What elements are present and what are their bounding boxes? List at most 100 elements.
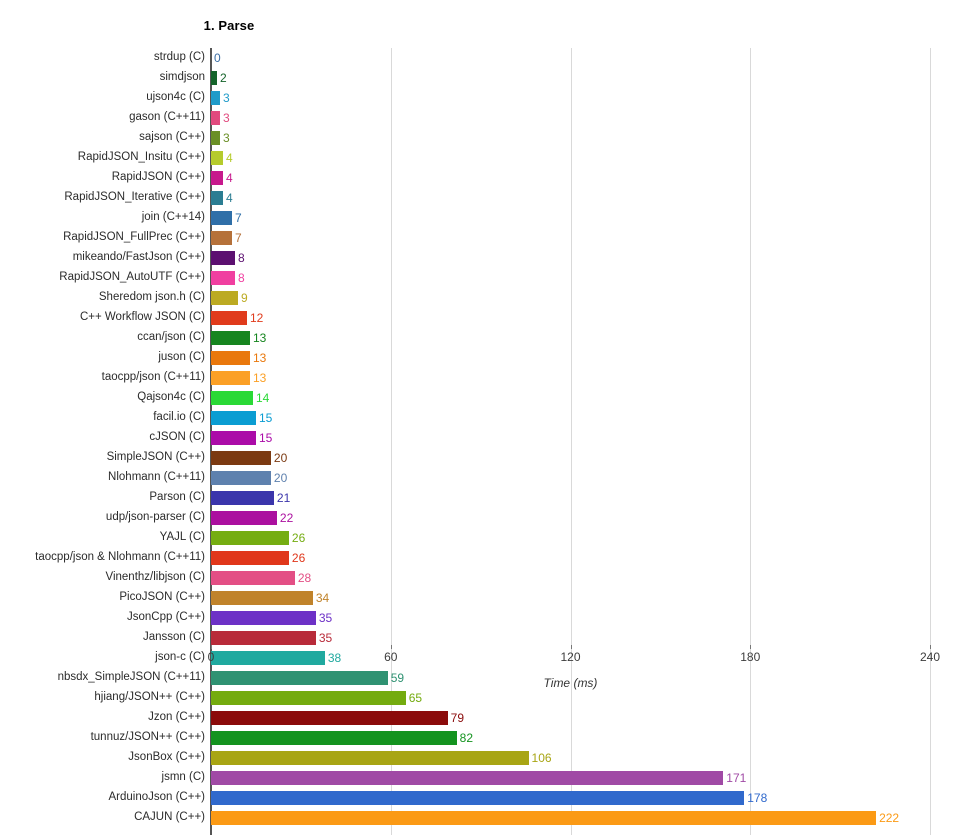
bar-row[interactable]: join (C++14) 7 [0, 208, 954, 228]
bar-row[interactable]: CAJUN (C++) 222 [0, 808, 954, 828]
bar-row[interactable]: ujson4c (C) 3 [0, 88, 954, 108]
bar[interactable] [211, 751, 529, 765]
bar-row[interactable]: ccan/json (C) 13 [0, 328, 954, 348]
bar-row[interactable]: ArduinoJson (C++) 178 [0, 788, 954, 808]
bar-row[interactable]: Vinenthz/libjson (C) 28 [0, 568, 954, 588]
bar[interactable] [211, 571, 295, 585]
category-label: C++ Workflow JSON (C) [79, 311, 205, 323]
category-label: RapidJSON (C++) [111, 171, 205, 183]
bar[interactable] [211, 691, 406, 705]
x-tick-mark [390, 645, 392, 649]
bar[interactable] [211, 531, 289, 545]
bar-row[interactable]: nbsdx_SimpleJSON (C++11) 59 [0, 668, 954, 688]
category-label: Sheredom json.h (C) [98, 291, 205, 303]
bar[interactable] [211, 171, 223, 185]
bar-row[interactable]: Jzon (C++) 79 [0, 708, 954, 728]
bar-value-label: 22 [279, 511, 294, 525]
bar-row[interactable]: gason (C++11) 3 [0, 108, 954, 128]
bar[interactable] [211, 251, 235, 265]
bar-row[interactable]: Jansson (C) 35 [0, 628, 954, 648]
bar[interactable] [211, 491, 274, 505]
category-label: sajson (C++) [139, 131, 205, 143]
bar[interactable] [211, 791, 745, 805]
bar[interactable] [211, 551, 289, 565]
bar-value-label: 35 [318, 631, 333, 645]
bar-row[interactable]: taocpp/json & Nlohmann (C++11) 26 [0, 548, 954, 568]
bar-value-label: 13 [252, 331, 267, 345]
category-label: RapidJSON_FullPrec (C++) [63, 231, 205, 243]
bar-value-label: 82 [459, 731, 474, 745]
bar-row[interactable]: SimpleJSON (C++) 20 [0, 448, 954, 468]
bar[interactable] [211, 91, 220, 105]
bar[interactable] [211, 391, 253, 405]
bar-row[interactable]: udp/json-parser (C) 22 [0, 508, 954, 528]
bar-row[interactable]: strdup (C) 0 [0, 48, 954, 68]
bar-row[interactable]: Qajson4c (C) 14 [0, 388, 954, 408]
bar-row[interactable]: mikeando/FastJson (C++) 8 [0, 248, 954, 268]
bar[interactable] [211, 811, 877, 825]
bar-row[interactable]: JsonCpp (C++) 35 [0, 608, 954, 628]
bar[interactable] [211, 191, 223, 205]
bar-row[interactable]: RapidJSON_Iterative (C++) 4 [0, 188, 954, 208]
bar-row[interactable]: jsmn (C) 171 [0, 768, 954, 788]
bar[interactable] [211, 71, 217, 85]
bar[interactable] [211, 511, 277, 525]
bar-row[interactable]: hjiang/JSON++ (C++) 65 [0, 688, 954, 708]
bar[interactable] [211, 351, 250, 365]
bar[interactable] [211, 471, 271, 485]
category-label: JsonCpp (C++) [127, 611, 205, 623]
bar-row[interactable]: RapidJSON_Insitu (C++) 4 [0, 148, 954, 168]
bar[interactable] [211, 611, 316, 625]
bar[interactable] [211, 631, 316, 645]
category-label: tunnuz/JSON++ (C++) [90, 731, 205, 743]
bar[interactable] [211, 711, 448, 725]
bar[interactable] [211, 431, 256, 445]
bar-row[interactable]: json-c (C) 38 [0, 648, 954, 668]
bar[interactable] [211, 151, 223, 165]
bar[interactable] [211, 771, 724, 785]
bar-row[interactable]: C++ Workflow JSON (C) 12 [0, 308, 954, 328]
bar-value-label: 4 [225, 151, 233, 165]
bar-row[interactable]: PicoJSON (C++) 34 [0, 588, 954, 608]
bar-row[interactable]: cJSON (C) 15 [0, 428, 954, 448]
bar[interactable] [211, 271, 235, 285]
bar-row[interactable]: RapidJSON (C++) 4 [0, 168, 954, 188]
bar[interactable] [211, 311, 247, 325]
category-label: JsonBox (C++) [128, 751, 205, 763]
category-label: strdup (C) [153, 51, 205, 63]
bar-row[interactable]: facil.io (C) 15 [0, 408, 954, 428]
bar[interactable] [211, 371, 250, 385]
category-label: hjiang/JSON++ (C++) [94, 691, 205, 703]
bar-value-label: 12 [249, 311, 264, 325]
bar[interactable] [211, 651, 325, 665]
bar-row[interactable]: taocpp/json (C++11) 13 [0, 368, 954, 388]
bar[interactable] [211, 231, 232, 245]
bar-row[interactable]: juson (C) 13 [0, 348, 954, 368]
bar-row[interactable]: simdjson 2 [0, 68, 954, 88]
bar[interactable] [211, 131, 220, 145]
bar-row[interactable]: Nlohmann (C++11) 20 [0, 468, 954, 488]
x-tick-mark [750, 645, 752, 649]
bar-row[interactable]: tunnuz/JSON++ (C++) 82 [0, 728, 954, 748]
bar-row[interactable]: Parson (C) 21 [0, 488, 954, 508]
bar[interactable] [211, 211, 232, 225]
bar-value-label: 26 [291, 531, 306, 545]
bar-value-label: 7 [234, 231, 242, 245]
bar-value-label: 0 [214, 51, 221, 65]
bar[interactable] [211, 411, 256, 425]
bar[interactable] [211, 331, 250, 345]
bar[interactable] [211, 451, 271, 465]
bar-row[interactable]: RapidJSON_AutoUTF (C++) 8 [0, 268, 954, 288]
bar[interactable] [211, 731, 457, 745]
bar-row[interactable]: YAJL (C) 26 [0, 528, 954, 548]
bar[interactable] [211, 591, 313, 605]
bar-row[interactable]: RapidJSON_FullPrec (C++) 7 [0, 228, 954, 248]
bar[interactable] [211, 111, 220, 125]
bar-row[interactable]: sajson (C++) 3 [0, 128, 954, 148]
x-tick-label: 180 [740, 650, 761, 664]
bar-row[interactable]: JsonBox (C++) 106 [0, 748, 954, 768]
bar[interactable] [211, 291, 238, 305]
bar-row[interactable]: Sheredom json.h (C) 9 [0, 288, 954, 308]
bar-value-label: 171 [726, 771, 747, 785]
bar[interactable] [211, 671, 388, 685]
